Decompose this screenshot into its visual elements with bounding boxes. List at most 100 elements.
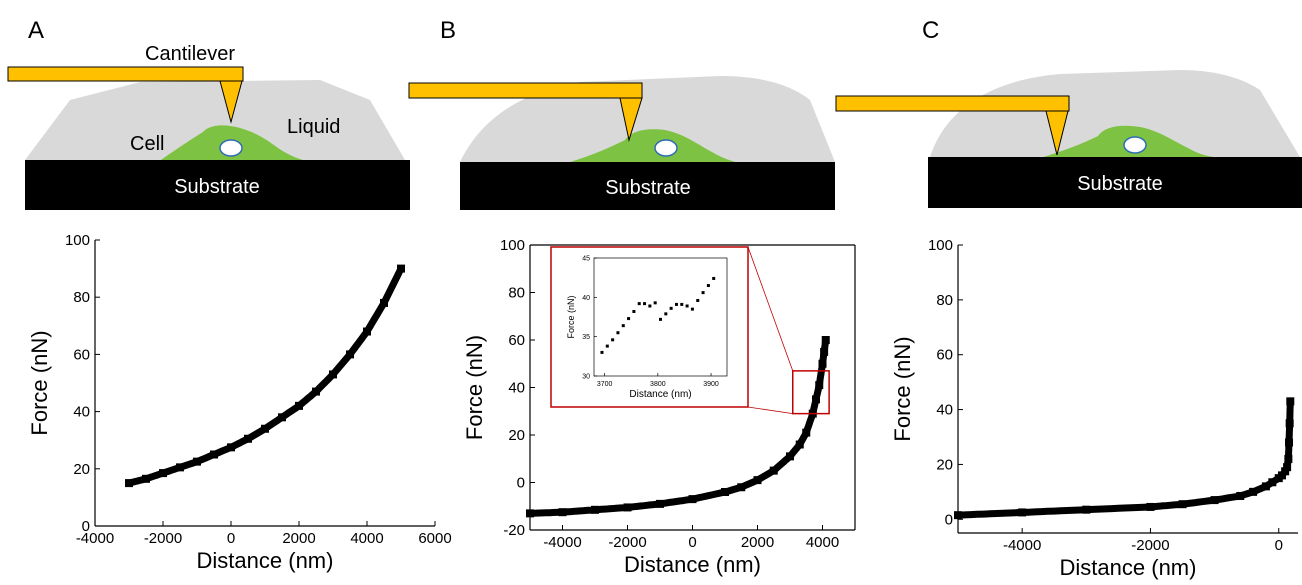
data-point <box>623 503 632 512</box>
data-point <box>526 509 534 518</box>
data-point <box>142 474 150 483</box>
data-point <box>1146 502 1155 511</box>
data-point <box>210 450 218 459</box>
data-point <box>795 440 804 449</box>
data-point <box>558 508 567 517</box>
data-point <box>1178 500 1187 509</box>
inset-data-point <box>659 317 662 321</box>
data-point <box>954 511 962 520</box>
inset-data-point <box>674 302 678 306</box>
inset-data-point <box>600 350 604 354</box>
y-axis-title: Force (nN) <box>27 330 52 435</box>
cantilever-beam <box>835 95 1070 112</box>
data-point <box>1284 454 1293 463</box>
data-point <box>1261 482 1270 491</box>
data-point <box>125 479 133 488</box>
data-point <box>737 483 746 492</box>
cell-nucleus <box>219 139 243 157</box>
substrate-label: Substrate <box>605 177 691 199</box>
inset-y-tick-label: 40 <box>582 295 590 302</box>
inset-y-tick-label: 35 <box>582 334 590 341</box>
chart-c: -4000 -2000 0 0 20 40 60 80 100 Distance (nm) Forc… <box>890 237 1298 580</box>
inset-data-point <box>605 344 609 348</box>
chart-b-inset: 3700 3800 3900 30 35 40 45 Distance (nm) Force (… <box>550 246 749 408</box>
inset-data-point <box>632 309 636 313</box>
inset-data-point <box>712 276 716 280</box>
x-tick-label: -4000 <box>76 530 114 547</box>
substrate-label: Substrate <box>1077 173 1163 195</box>
y-axis-title: Force (nN) <box>890 336 915 441</box>
x-tick-label: 4000 <box>350 530 383 547</box>
data-point <box>591 505 599 514</box>
y-tick-label: 0 <box>517 475 525 492</box>
data-point <box>176 463 184 472</box>
data-point <box>815 381 824 390</box>
data-point <box>1283 463 1292 472</box>
inset-x-tick-label: 3800 <box>650 381 666 388</box>
y-tick-label: -20 <box>503 522 525 539</box>
data-series-line <box>128 267 405 487</box>
inset-axes-box <box>593 257 728 377</box>
data-point <box>769 466 778 475</box>
inset-data-point <box>701 291 705 295</box>
data-point <box>721 488 729 496</box>
cantilever-tip <box>619 97 643 142</box>
substrate-block <box>460 162 835 210</box>
inset-connector <box>747 246 830 415</box>
x-tick-label: 2000 <box>282 530 315 547</box>
data-point <box>1268 478 1277 487</box>
data-point <box>786 452 794 461</box>
data-point <box>812 395 820 404</box>
y-tick-label: 40 <box>508 380 525 397</box>
inset-y-tick-label: 30 <box>582 374 590 381</box>
inset-data-point <box>648 304 652 308</box>
panel-letter-b: B <box>440 17 456 44</box>
inset-y-axis-title: Force (nN) <box>566 295 576 338</box>
x-axis-title: Distance (nm) <box>1060 555 1197 580</box>
x-tick-label: 0 <box>1275 537 1283 554</box>
zoom-connector-line <box>747 406 793 415</box>
inset-data-point <box>706 284 710 288</box>
x-axis-title: Distance (nm) <box>624 552 761 577</box>
data-point <box>1018 508 1027 517</box>
x-tick-label: 4000 <box>806 534 839 551</box>
data-point <box>656 499 664 508</box>
x-tick-label: -4000 <box>1003 537 1041 554</box>
data-point <box>312 387 320 396</box>
schematic-b: B Substrate <box>408 17 835 210</box>
data-point <box>818 359 827 368</box>
cantilever-tip <box>219 80 243 124</box>
y-tick-label: 0 <box>82 518 90 535</box>
data-point <box>397 264 405 273</box>
data-point <box>329 370 337 379</box>
cell-nucleus <box>1123 136 1147 154</box>
data-point <box>380 298 388 307</box>
y-tick-label: 40 <box>73 404 90 421</box>
data-point <box>1236 491 1245 500</box>
y-tick-label: 60 <box>936 347 953 364</box>
data-point <box>159 469 167 478</box>
data-point <box>802 428 811 437</box>
inset-data-point <box>611 338 615 342</box>
data-point <box>346 350 354 359</box>
data-point <box>295 401 303 410</box>
x-tick-label: 2000 <box>741 534 774 551</box>
y-tick-label: 100 <box>500 237 525 254</box>
x-tick-label: -4000 <box>543 534 581 551</box>
panel-letter-a: A <box>28 17 44 44</box>
x-tick-label: 0 <box>227 530 235 547</box>
data-point <box>821 336 830 344</box>
inset-frame <box>550 246 749 408</box>
data-point <box>1286 397 1295 406</box>
cantilever-beam <box>7 66 244 82</box>
data-point <box>1249 487 1258 496</box>
data-point <box>688 495 697 504</box>
schematic-a: A Substrate Cantilever Cell Liquid <box>7 17 410 210</box>
inset-data-point <box>664 312 668 316</box>
y-tick-label: 80 <box>73 289 90 306</box>
data-point <box>244 434 252 443</box>
x-tick-label: 6000 <box>418 530 451 547</box>
inset-data-point <box>621 324 625 328</box>
y-tick-label: 100 <box>65 232 90 249</box>
